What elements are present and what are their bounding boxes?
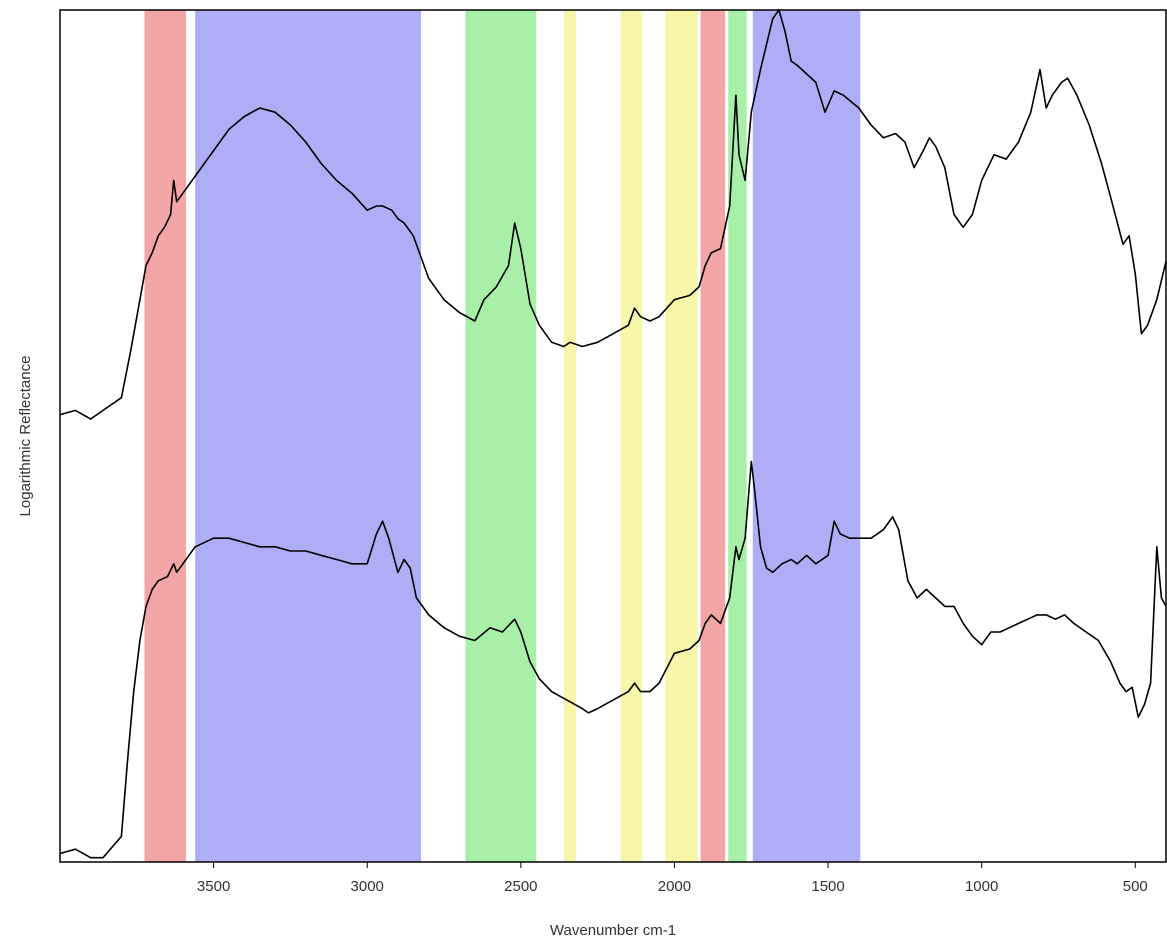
band-6: [700, 10, 726, 862]
x-tick-label-500: 500: [1123, 878, 1148, 895]
x-tick-label-2000: 2000: [658, 878, 691, 895]
x-axis-title: Wavenumber cm-1: [550, 922, 676, 939]
x-tick-label-2500: 2500: [504, 878, 537, 895]
band-7: [728, 10, 747, 862]
band-0: [144, 10, 186, 862]
x-axis: 3500 3000 2500 2000 1500 1000 500: [197, 862, 1148, 895]
band-3: [563, 10, 577, 862]
band-5: [665, 10, 698, 862]
spectrum-series: [59, 9, 1167, 859]
band-1: [195, 10, 421, 862]
y-axis-title: Logarithmic Reflectance: [17, 356, 34, 517]
band-4: [620, 10, 643, 862]
band-8: [752, 10, 861, 862]
x-tick-label-1500: 1500: [811, 878, 844, 895]
x-tick-label-3000: 3000: [351, 878, 384, 895]
x-tick-label-1000: 1000: [965, 878, 998, 895]
x-tick-label-3500: 3500: [197, 878, 230, 895]
series-line-1: [59, 460, 1167, 859]
series-line-0: [59, 9, 1167, 420]
band-2: [465, 10, 537, 862]
plot-frame: [59, 9, 1167, 863]
highlight-bands: [144, 10, 861, 862]
